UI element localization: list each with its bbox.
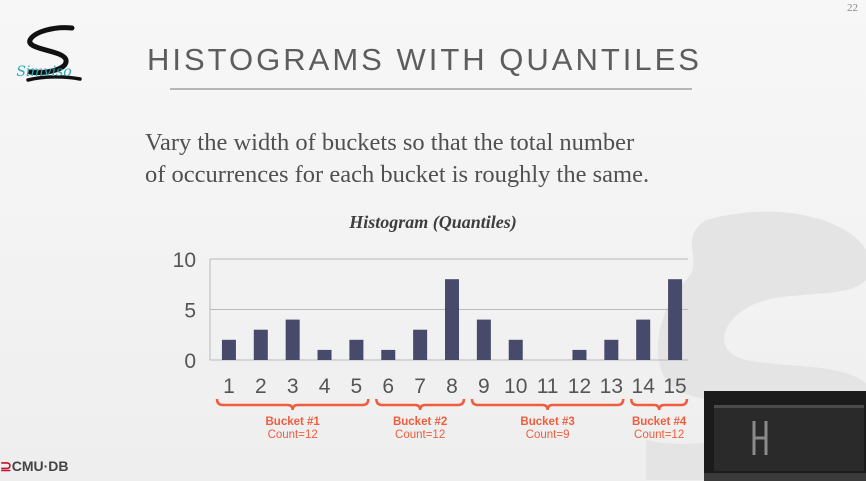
cmu-db-text: CMU·DB xyxy=(11,458,69,474)
simviso-logo-icon xyxy=(26,25,82,82)
bar xyxy=(285,319,300,360)
bucket-count: Count=12 xyxy=(268,429,318,441)
y-tick-label: 0 xyxy=(184,350,196,373)
bar xyxy=(349,339,364,360)
bar xyxy=(636,319,651,360)
x-tick-label: 11 xyxy=(537,375,559,398)
bucket-brace xyxy=(470,398,625,411)
x-tick-label: 1 xyxy=(223,375,235,398)
video-frame-icon xyxy=(704,391,866,481)
bar xyxy=(381,349,396,360)
bucket-count: Count=12 xyxy=(395,429,445,441)
bucket-count: Count=9 xyxy=(526,429,570,441)
bucket-label: Bucket #2 xyxy=(393,416,447,428)
bar xyxy=(253,329,268,360)
bar xyxy=(508,339,523,360)
x-tick-label: 5 xyxy=(351,375,363,398)
logo-text: Simviso xyxy=(16,64,72,80)
speaker-video-thumbnail xyxy=(704,391,866,481)
bucket-label: Bucket #4 xyxy=(632,416,687,428)
x-tick-label: 10 xyxy=(504,375,527,398)
bar xyxy=(476,319,491,360)
x-tick-label: 14 xyxy=(632,375,656,398)
bucket-brace xyxy=(215,398,370,411)
body-text: Vary the width of buckets so that the to… xyxy=(145,127,765,191)
x-tick-label: 6 xyxy=(382,375,394,398)
chart-title: Histogram (Quantiles) xyxy=(349,212,517,232)
cmu-logo-icon: ⊇ xyxy=(0,458,12,474)
bar xyxy=(445,279,459,360)
bar xyxy=(317,349,332,360)
bucket-brace xyxy=(630,398,689,411)
body-line-2: of occurrences for each bucket is roughl… xyxy=(145,161,650,188)
bar xyxy=(604,339,619,360)
page-title: HISTOGRAMS WITH QUANTILES xyxy=(147,42,702,77)
y-tick-label: 5 xyxy=(184,300,196,323)
y-tick-label: 10 xyxy=(173,249,196,272)
bucket-label: Bucket #3 xyxy=(520,416,574,428)
cmu-db-logo: ⊇CMU·DB xyxy=(0,458,69,475)
bar xyxy=(572,349,587,360)
bucket-brace xyxy=(375,398,466,411)
body-line-1: Vary the width of buckets so that the to… xyxy=(145,129,635,156)
bar xyxy=(413,329,428,360)
page-number: 22 xyxy=(847,2,858,14)
x-tick-label: 3 xyxy=(287,375,299,398)
title-divider xyxy=(170,88,692,90)
x-tick-label: 13 xyxy=(600,375,623,398)
x-tick-label: 9 xyxy=(478,375,490,398)
x-tick-label: 7 xyxy=(414,375,426,398)
bar xyxy=(668,279,683,360)
bucket-label: Bucket #1 xyxy=(265,416,320,428)
bucket-count: Count=12 xyxy=(634,429,684,441)
x-tick-label: 15 xyxy=(663,375,686,398)
bar xyxy=(221,339,236,360)
x-tick-label: 4 xyxy=(319,375,331,398)
x-tick-label: 12 xyxy=(568,375,591,398)
x-tick-label: 2 xyxy=(255,375,267,398)
x-tick-label: 8 xyxy=(446,375,458,398)
